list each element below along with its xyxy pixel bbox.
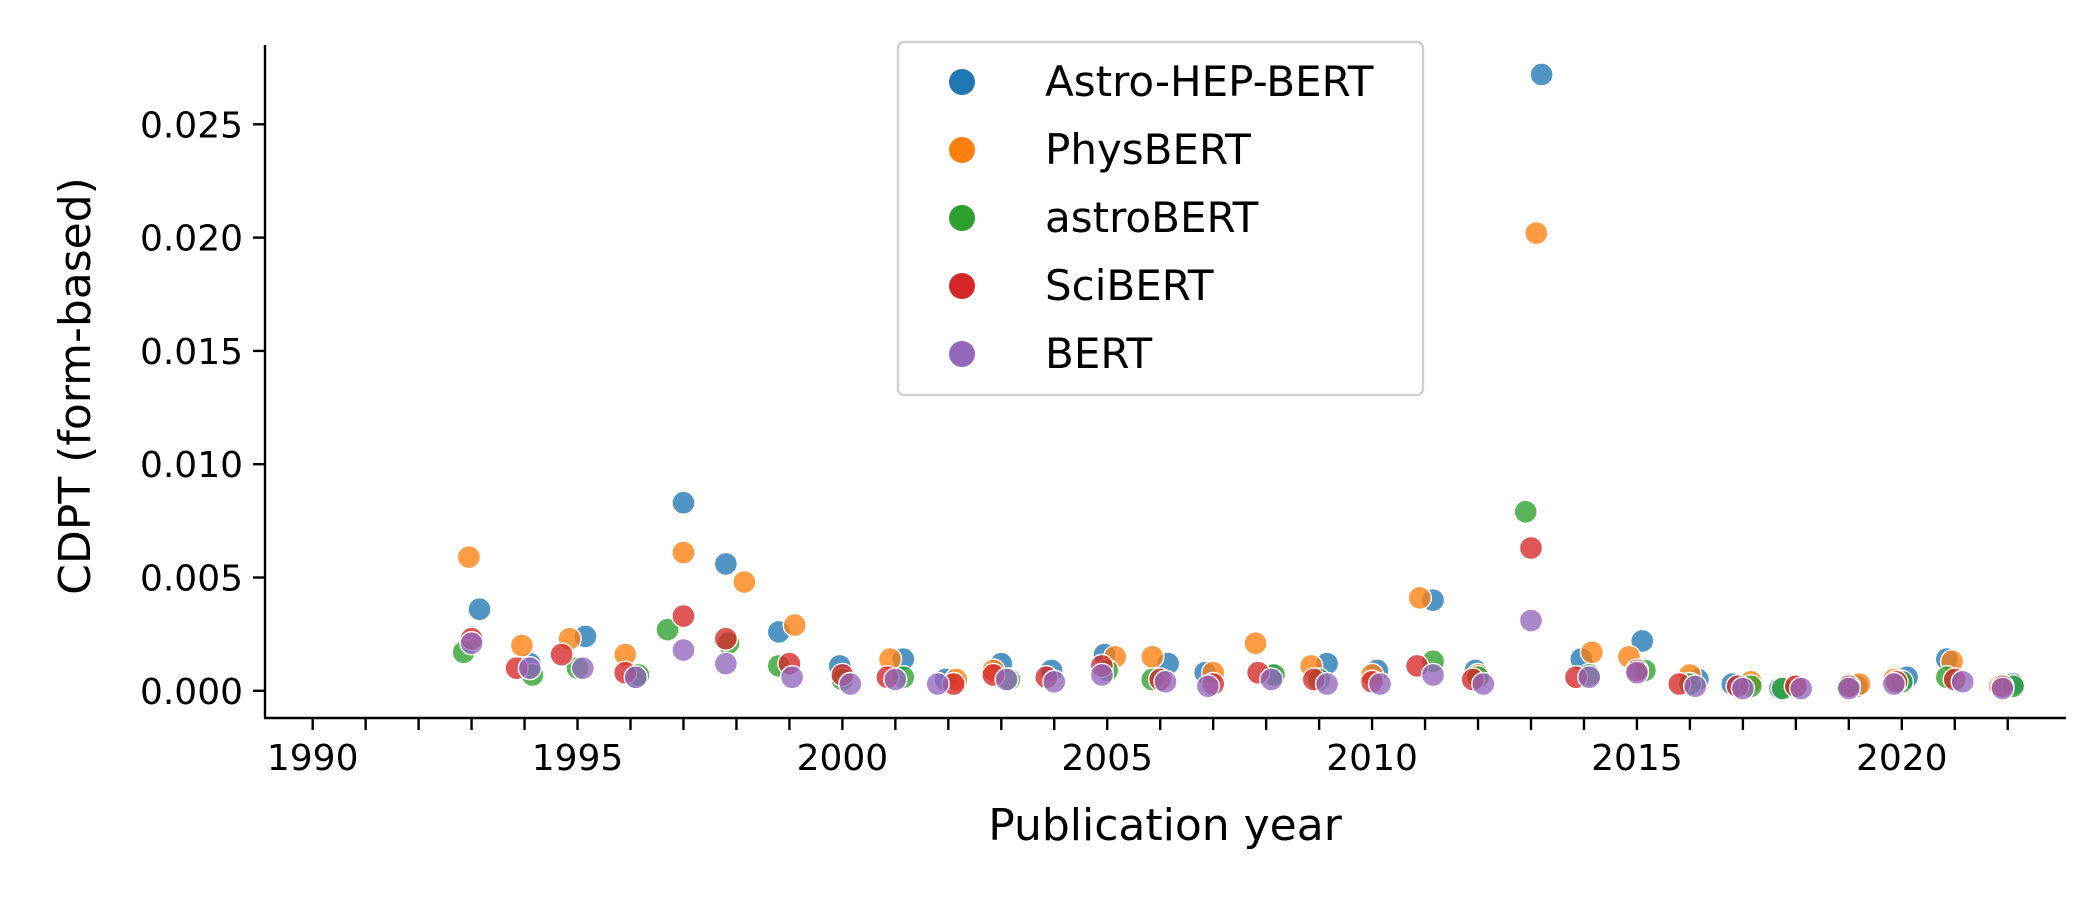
data-point-scibert [713,626,739,651]
data-point-bert [1042,669,1067,694]
x-tick-label: 2000 [797,738,889,779]
x-tick-label: 1995 [532,738,624,779]
data-point-bert [1367,671,1393,697]
y-axis-label: CDPT (form-based) [50,177,101,595]
data-point-scibert [549,642,574,667]
data-point-astro-hep-bert [467,597,492,622]
data-point-physbert [732,569,757,595]
data-point-bert [1518,608,1544,633]
data-point-bert [1153,669,1178,694]
data-point-physbert [509,633,535,658]
x-tick-label: 2020 [1856,738,1948,779]
data-point-astro-hep-bert [1529,62,1554,87]
data-point-bert [994,667,1019,692]
x-ticks: 1990 1995 2000 2005 2010 2015 2020 [267,718,2009,779]
legend-marker-astro-hep-bert [949,69,975,95]
series-scibert [459,535,2015,699]
legend-label-bert: BERT [1045,329,1152,378]
legend-marker-scibert [949,273,975,299]
x-tick-label: 2005 [1061,738,1153,779]
series-astrobert [451,499,2026,701]
data-point-bert [623,665,648,690]
y-tick-label: 0.025 [140,105,243,146]
data-point-bert [459,631,484,656]
y-ticks: 0.000 0.005 0.010 0.015 0.020 0.025 [140,105,265,713]
data-point-bert [1990,676,2015,701]
y-tick-label: 0.020 [140,219,243,260]
legend-marker-bert [949,341,975,367]
legend-label-astrobert: astroBERT [1045,193,1259,242]
data-point-bert [1950,669,1975,694]
legend-marker-astrobert [949,205,975,231]
x-axis-label: Publication year [988,800,1343,851]
x-tick-label: 2015 [1591,738,1683,779]
data-point-bert [883,667,908,692]
y-tick-label: 0.005 [140,559,243,600]
data-point-physbert [1243,631,1268,656]
series-bert [459,608,2015,701]
x-tick-label: 2010 [1326,738,1418,779]
data-point-astrobert [1513,499,1538,524]
legend-frame [896,40,1425,397]
legend-label-scibert: SciBERT [1045,261,1214,310]
y-tick-label: 0.000 [140,672,243,713]
data-points [451,62,2026,701]
y-tick-label: 0.015 [140,332,243,373]
data-point-physbert [1524,220,1549,246]
data-point-bert [570,655,596,681]
data-point-bert [925,671,950,697]
data-point-astro-hep-bert [713,551,739,577]
legend-label-physbert: PhysBERT [1045,125,1251,174]
legend-label-astro-hep-bert: Astro-HEP-BERT [1045,57,1374,106]
data-point-scibert [671,603,696,629]
data-point-bert [1420,662,1446,688]
data-point-astro-hep-bert [1630,628,1655,654]
data-point-bert [838,671,863,697]
data-point-bert [1195,674,1221,699]
data-point-bert [1577,665,1602,690]
data-point-scibert [1518,535,1544,561]
data-point-physbert [1579,640,1605,665]
axes [263,45,2066,720]
data-point-bert [1314,671,1340,697]
legend: Astro-HEP-BERT PhysBERT astroBERT SciBER… [896,40,1425,397]
data-point-bert [779,665,805,690]
data-point-bert [517,655,543,681]
data-point-bert [1624,660,1650,685]
data-point-bert [671,637,696,663]
data-point-bert [1089,662,1115,688]
data-point-physbert [1140,644,1165,670]
data-point-physbert [1407,585,1432,611]
data-point-bert [1683,674,1708,699]
data-point-bert [1881,671,1907,697]
data-point-bert [1836,676,1862,701]
data-point-bert [713,651,739,676]
x-tick-label: 1990 [267,738,359,779]
data-point-physbert [456,544,482,570]
data-point-bert [1730,676,1756,701]
data-point-bert [1788,676,1814,701]
y-tick-label: 0.010 [140,445,243,486]
data-point-physbert [782,612,807,638]
data-point-bert [1259,667,1284,692]
data-point-bert [1471,671,1496,697]
data-point-physbert [671,540,696,565]
data-point-astrobert [655,617,680,642]
legend-marker-physbert [949,137,975,163]
data-point-astro-hep-bert [671,490,696,515]
